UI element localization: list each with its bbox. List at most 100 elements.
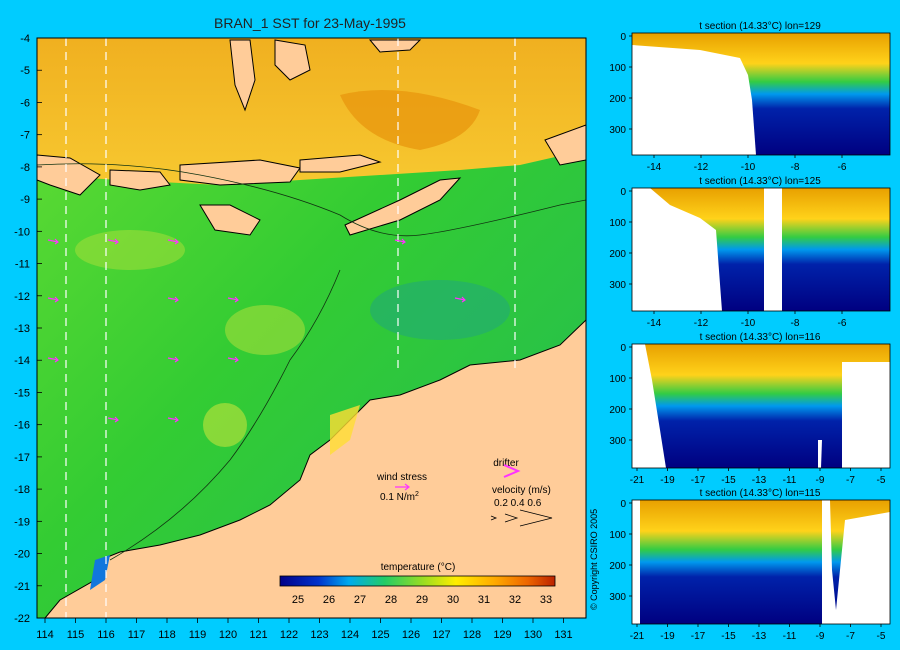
lat-label: -16 (14, 420, 30, 432)
lon-label: 130 (524, 629, 542, 641)
section-seafloor (632, 500, 640, 624)
island (299, 154, 382, 173)
lat-label: -5 (20, 65, 30, 77)
warm-water-band (37, 38, 586, 185)
section-y-label: 0 (620, 499, 626, 510)
section-x-label: -8 (791, 318, 800, 329)
colorbar-tick-label: 25 (292, 594, 304, 606)
wind-arrow (107, 238, 119, 245)
section-x-label: -19 (660, 475, 675, 486)
colorbar-title: temperature (°C) (381, 562, 456, 573)
velocity-label: velocity (m/s) (492, 485, 551, 496)
lat-label: -4 (20, 33, 30, 45)
section-panel-3 (631, 343, 891, 469)
lat-label: -7 (20, 130, 30, 142)
coastal-warm-strip (330, 405, 360, 455)
colorbar-tick-label: 30 (447, 594, 459, 606)
wind-arrow (47, 296, 59, 303)
lon-label: 117 (128, 629, 146, 641)
lon-label: 128 (463, 629, 481, 641)
shelf-blue (90, 555, 110, 590)
lat-label: -10 (14, 226, 30, 238)
section-x-label: -12 (694, 318, 709, 329)
colorbar-tick-label: 32 (509, 594, 521, 606)
section-x-label: -13 (752, 631, 767, 642)
lon-label: 124 (341, 629, 359, 641)
section-x-label: -13 (752, 475, 767, 486)
lon-label: 129 (493, 629, 511, 641)
lat-label: -6 (20, 97, 30, 109)
copyright-text: © Copyright CSIRO 2005 (589, 509, 599, 610)
section-x-label: -5 (877, 475, 886, 486)
lat-label: -12 (14, 291, 30, 303)
section-y-label: 300 (609, 592, 626, 603)
eddy (225, 305, 305, 355)
wind-arrow (227, 296, 239, 303)
lon-label: 118 (158, 629, 176, 641)
colorbar-tick-label: 31 (478, 594, 490, 606)
section-x-label: -15 (721, 631, 736, 642)
section-x-label: -10 (741, 318, 756, 329)
eddy (75, 230, 185, 270)
eddy (370, 280, 510, 340)
section-y-label: 0 (620, 32, 626, 43)
wind-arrow (167, 416, 179, 423)
section-panel-1 (631, 32, 891, 156)
island (109, 169, 171, 191)
section-title: t section (14.33°C) lon=115 (700, 488, 821, 499)
island (368, 39, 422, 53)
wind-arrow (167, 238, 179, 245)
lon-label: 131 (554, 629, 572, 641)
colorbar-tick-label: 33 (540, 594, 552, 606)
section-y-label: 300 (609, 280, 626, 291)
section-y-label: 300 (609, 436, 626, 447)
section-x-label: -21 (630, 631, 645, 642)
australia-land (43, 318, 587, 619)
colorbar-tick-label: 26 (323, 594, 335, 606)
section-title: t section (14.33°C) lon=129 (699, 21, 821, 32)
section-seafloor (632, 45, 756, 155)
lon-label: 116 (97, 629, 115, 641)
section-x-label: -9 (816, 631, 825, 642)
section-title: t section (14.33°C) lon=125 (699, 176, 821, 187)
section-y-label: 200 (609, 561, 626, 572)
section-x-label: -15 (721, 475, 736, 486)
lat-label: -15 (14, 387, 30, 399)
lon-label: 123 (310, 629, 328, 641)
lon-label: 115 (67, 629, 85, 641)
section-seafloor (632, 344, 666, 468)
section-y-label: 100 (609, 374, 626, 385)
wind-arrow (227, 356, 239, 363)
drifter-label: drifter (493, 458, 519, 469)
depth-contour (36, 163, 587, 561)
wind-arrow (167, 296, 179, 303)
lat-label: -18 (14, 484, 30, 496)
lat-label: -19 (14, 516, 30, 528)
eddy (203, 403, 247, 447)
section-x-label: -6 (838, 162, 847, 173)
wind-arrow (47, 356, 59, 363)
section-y-label: 100 (609, 218, 626, 229)
velocity-scale: 0.2 0.4 0.6 (494, 498, 542, 509)
section-y-label: 0 (620, 343, 626, 354)
colorbar-tick-label: 27 (354, 594, 366, 606)
section-x-label: -14 (647, 318, 662, 329)
latitude-axis: -4 -5 -6 -7 -8 -9 -10 -11 -12 -13 -14 -15 -16 -17 -18 -… (14, 33, 42, 625)
wind-arrows (47, 238, 466, 423)
lat-label: -22 (14, 613, 30, 625)
lon-label: 114 (36, 629, 54, 641)
section-x-label: -11 (783, 475, 797, 486)
section-x-label: -12 (694, 162, 709, 173)
island (344, 177, 462, 236)
island (199, 204, 261, 236)
lat-label: -21 (14, 581, 30, 593)
warm-water-patch (340, 90, 480, 150)
island (274, 39, 311, 81)
section-x-label: -6 (838, 318, 847, 329)
section-panels: t section (14.33°C) lon=129 0 100 200 300 -14… (609, 21, 891, 642)
section-x-label: -11 (783, 631, 797, 642)
section-x-label: -19 (660, 631, 675, 642)
section-x-label: -9 (816, 475, 825, 486)
wind-arrow (454, 296, 466, 303)
wind-arrow (394, 238, 406, 245)
